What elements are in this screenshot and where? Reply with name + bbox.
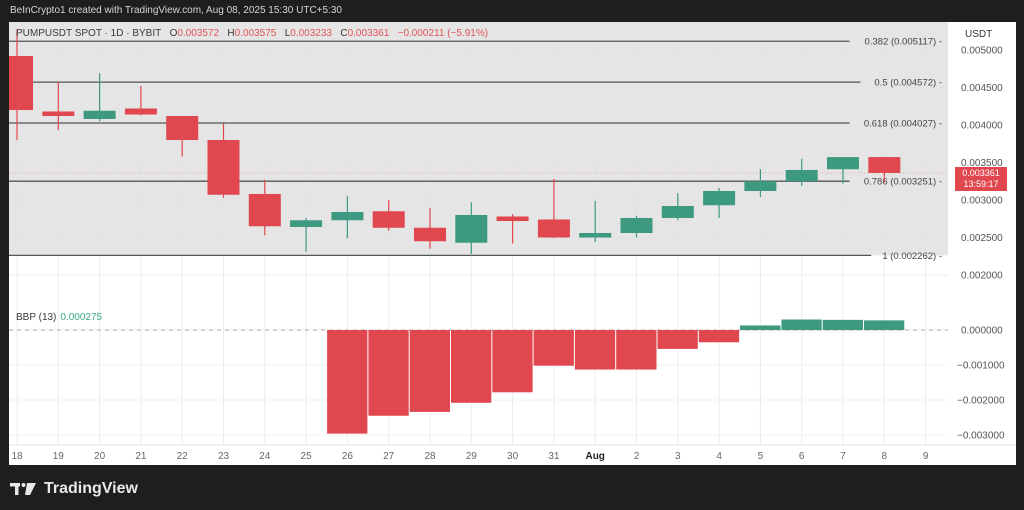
tradingview-logo-icon [10,482,38,496]
candle-body [620,218,653,233]
candle-body [868,157,901,173]
time-axis-tick: 29 [466,451,478,462]
bbp-bar [822,319,863,330]
bbp-bar [451,330,492,403]
left-edge [0,22,9,465]
close-label: C [340,28,348,39]
bbp-bar [616,330,657,370]
indicator-axis-tick: 0.000000 [961,326,1003,337]
time-axis-tick: 2 [634,451,640,462]
time-axis-tick: 22 [177,451,189,462]
price-axis-tick: 0.003000 [961,196,1003,207]
candle-body [372,211,405,228]
price-axis-tick: 0.002500 [961,233,1003,244]
price-axis-bg [948,22,1016,445]
last-price-tag: 0.003361 13:59:17 [955,167,1007,191]
price-axis-tick: 0.004500 [961,83,1003,94]
fib-level-label: 0.618 (0.004027) - [864,118,942,129]
time-axis-tick: 9 [923,451,929,462]
open-label: O [169,28,178,39]
time-axis-tick: 26 [342,451,354,462]
time-axis-tick: 5 [758,451,764,462]
candle-body [42,111,75,116]
time-axis-tick: 31 [548,451,560,462]
time-axis-tick: 6 [799,451,805,462]
indicator-axis-tick: −0.002000 [957,396,1005,407]
candle-body [124,108,157,115]
bbp-bar [574,330,616,370]
candle-body [827,157,859,170]
bbp-bar [409,330,450,412]
close-value: 0.003361 [347,28,390,39]
candle-body [703,191,736,206]
price-axis-unit: USDT [965,29,992,40]
indicator-axis-tick: −0.003000 [957,431,1005,442]
bbp-bar [492,330,533,393]
time-axis-tick: 23 [218,451,230,462]
low-label: L [284,28,291,39]
candle-body [414,227,446,242]
time-axis-tick: 18 [11,451,23,462]
bbp-bar [740,325,781,330]
high-label: H [227,28,235,39]
candle-body [83,110,116,119]
time-axis-tick: 28 [424,451,436,462]
fib-level-label: 1 (0.002262) - [882,251,942,262]
high-value: 0.003575 [234,28,277,39]
time-axis-tick: 30 [507,451,519,462]
time-axis-tick: 21 [135,451,147,462]
time-axis-tick: 8 [882,451,888,462]
time-axis-tick: 27 [383,451,395,462]
time-axis-tick: 19 [53,451,65,462]
price-axis-tick: 0.002000 [961,271,1003,282]
candle-body [331,212,364,221]
time-axis-tick: 25 [301,451,313,462]
bbp-bar [657,330,698,349]
change-value: −0.000211 (−5.91%) [397,28,489,39]
price-axis-tick: 0.004000 [961,121,1003,132]
candle-body [537,219,570,238]
open-value: 0.003572 [177,28,220,39]
candle-body [496,216,529,221]
time-axis-tick: Aug [585,451,604,462]
time-axis-tick: 20 [94,451,106,462]
attribution-bar: BeInCrypto1 created with TradingView.com… [10,5,342,16]
low-value: 0.003233 [290,28,332,39]
bbp-bar [698,330,740,343]
indicator-name: BBP (13) [16,312,57,323]
candle-body [455,215,488,243]
bbp-bar [864,320,905,330]
fib-level-label: 0.5 (0.004572) - [874,78,942,89]
price-axis-tick: 0.003500 [961,158,1003,169]
candle-body [290,220,323,227]
fib-level-label: 0.382 (0.005117) - [865,37,942,48]
candle-body [166,116,199,140]
candle-body [207,140,240,195]
candle-body [744,181,777,191]
symbol-legend: PUMPUSDT SPOT · 1D · BYBIT O0.003572 H0.… [16,28,488,39]
fib-level-label: 0.786 (0.003251) - [864,177,942,188]
bbp-bar [781,319,822,330]
symbol-title: PUMPUSDT SPOT · 1D · BYBIT [16,28,162,39]
price-axis-tick: 0.005000 [961,46,1003,57]
last-price: 0.003361 [962,168,1000,178]
candle-body [579,233,612,238]
time-axis-tick: 7 [840,451,846,462]
brand-name: TradingView [44,480,138,497]
time-axis-tick: 3 [675,451,681,462]
bbp-bar [368,330,409,416]
time-axis-tick: 24 [259,451,271,462]
bbp-bar [533,330,574,366]
time-axis-tick: 4 [716,451,722,462]
footer-brand: TradingView [10,478,138,500]
indicator-axis-tick: −0.001000 [957,361,1005,372]
indicator-legend: BBP (13) 0.000275 [16,312,102,323]
bar-countdown: 13:59:17 [963,179,999,189]
candle-body [248,194,281,227]
candle-body [661,206,694,218]
candle-body [785,170,818,182]
bbp-bar [327,330,368,434]
indicator-value: 0.000275 [60,312,103,323]
